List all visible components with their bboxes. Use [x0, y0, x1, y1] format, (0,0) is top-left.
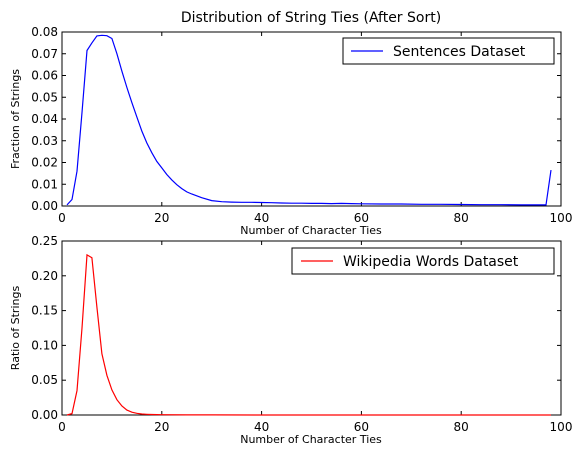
- top-x-tick-label: 0: [58, 211, 66, 225]
- bottom-y-tick-label: 0.15: [31, 304, 58, 318]
- bottom-legend-label: Wikipedia Words Dataset: [343, 254, 519, 270]
- bottom-y-tick-label: 0.10: [31, 338, 58, 352]
- bottom-y-tick-label: 0.25: [31, 234, 58, 248]
- bottom-legend-box: [291, 247, 555, 275]
- bottom-x-axis-label: Number of Character Ties: [240, 433, 382, 446]
- top-x-axis-label: Number of Character Ties: [240, 224, 382, 237]
- bottom-x-tick-label: 80: [454, 420, 469, 434]
- top-chart-title: Distribution of String Ties (After Sort): [181, 10, 441, 26]
- bottom-chart: 0 20 40 60 80 100 0.00 0.05 0.10 0.15 0.20 0.25 Wik…: [9, 234, 572, 446]
- bottom-x-tick-label: 40: [254, 420, 269, 434]
- wikipedia-series-line: [66, 253, 551, 416]
- top-y-tick-label: 0.05: [31, 90, 58, 104]
- top-y-tick-label: 0.04: [31, 112, 58, 126]
- top-y-tick-label: 0.07: [31, 47, 58, 61]
- bottom-x-tick-label: 20: [154, 420, 169, 434]
- bottom-x-tick-label: 100: [550, 420, 573, 434]
- top-x-tick-label: 60: [354, 211, 369, 225]
- bottom-x-tick-label: 0: [58, 420, 66, 434]
- top-y-tick-label: 0.02: [31, 156, 58, 170]
- top-x-tick-label: 20: [154, 211, 169, 225]
- top-y-tick-label: 0.06: [31, 69, 58, 83]
- top-legend: Sentences Dataset: [342, 37, 555, 65]
- top-y-tick-label: 0.00: [31, 199, 58, 213]
- top-chart: Distribution of String Ties (After Sort)…: [9, 10, 572, 237]
- top-x-tick-label: 40: [254, 211, 269, 225]
- bottom-y-axis-label: Ratio of Strings: [9, 286, 22, 371]
- bottom-x-tick-label: 60: [354, 420, 369, 434]
- bottom-y-tick-label: 0.00: [31, 408, 58, 422]
- top-y-tick-label: 0.01: [31, 177, 58, 191]
- top-legend-label: Sentences Dataset: [393, 44, 526, 60]
- top-y-axis-label: Fraction of Strings: [9, 69, 22, 169]
- top-x-tick-label: 80: [454, 211, 469, 225]
- sentences-series-line: [66, 34, 552, 206]
- top-x-tick-label: 100: [550, 211, 573, 225]
- bottom-y-tick-label: 0.20: [31, 269, 58, 283]
- top-y-tick-label: 0.03: [31, 134, 58, 148]
- top-y-tick-label: 0.08: [31, 25, 58, 39]
- bottom-y-tick-label: 0.05: [31, 373, 58, 387]
- bottom-legend: Wikipedia Words Dataset: [291, 247, 555, 275]
